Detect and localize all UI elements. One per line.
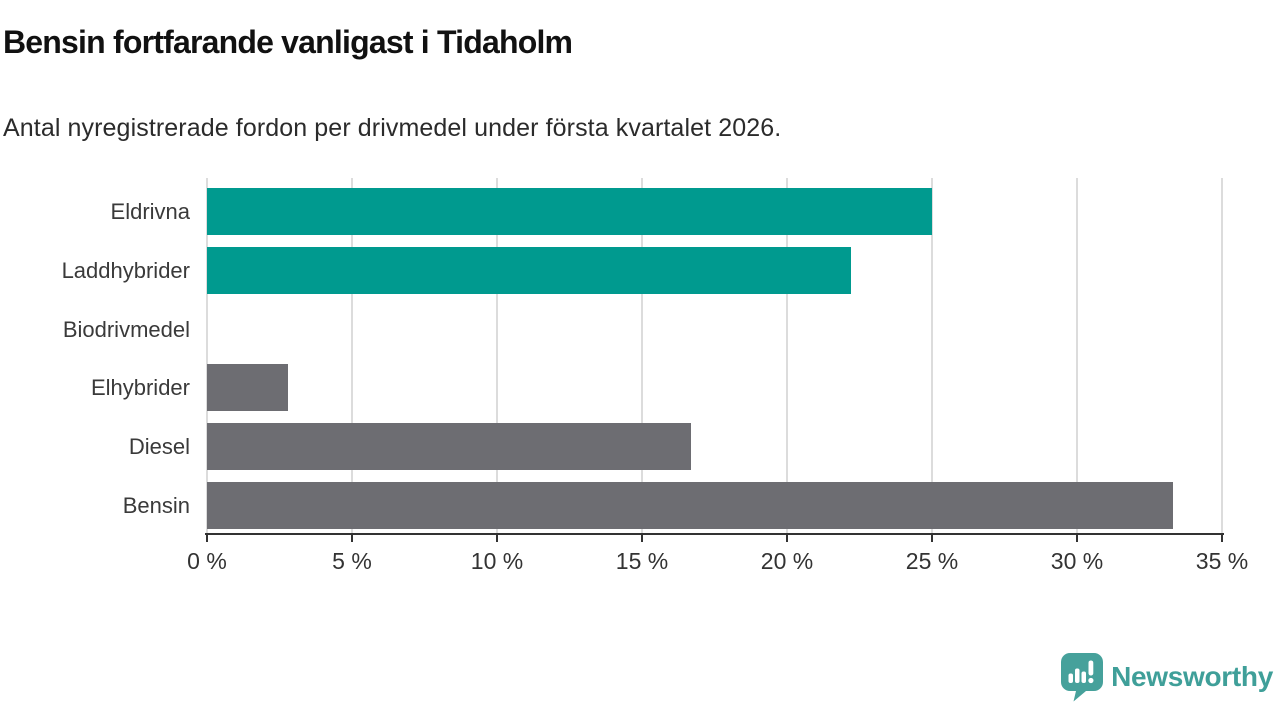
newsworthy-wordmark: Newsworthy	[1111, 661, 1273, 692]
gridline	[206, 178, 208, 533]
x-axis-tick	[496, 533, 498, 542]
x-axis-tick	[931, 533, 933, 542]
x-axis-tick	[351, 533, 353, 542]
newsworthy-logo: Newsworthy	[1060, 652, 1273, 702]
category-label: Laddhybrider	[61, 257, 190, 283]
bar-eldrivna	[207, 188, 932, 235]
x-axis-tick-label: 10 %	[470, 548, 524, 574]
category-label: Bensin	[122, 493, 190, 519]
x-axis-tick-label: 30 %	[1050, 548, 1104, 574]
gridline	[931, 178, 933, 533]
bar-laddhybrider	[207, 246, 851, 294]
x-axis-tick	[206, 533, 208, 542]
x-axis-tick-label: 35 %	[1195, 548, 1249, 574]
x-axis-tick	[641, 533, 643, 542]
x-axis-tick-label: 5 %	[332, 548, 372, 574]
x-axis-tick-label: 25 %	[905, 548, 959, 574]
x-axis-tick	[1076, 533, 1078, 542]
bar-bensin	[207, 482, 1173, 530]
x-axis-tick-label: 0 %	[187, 548, 227, 574]
gridline	[786, 178, 788, 533]
category-label: Diesel	[128, 434, 190, 460]
newsworthy-bar-chart-speech-bubble-icon	[1060, 652, 1104, 702]
category-label: Eldrivna	[110, 199, 190, 224]
gridline	[1221, 178, 1223, 533]
bar-diesel	[207, 423, 692, 471]
x-axis-tick-label: 20 %	[760, 548, 814, 574]
gridline	[351, 178, 353, 533]
x-axis-tick	[786, 533, 788, 542]
x-axis-line	[205, 533, 1224, 535]
chart-title: Bensin fortfarande vanligast i Tidaholm	[3, 24, 573, 60]
gridline	[496, 178, 498, 533]
chart-subtitle: Antal nyregistrerade fordon per drivmede…	[3, 114, 782, 142]
x-axis-tick	[1221, 533, 1223, 542]
gridline	[1076, 178, 1078, 533]
category-label: Biodrivmedel	[62, 316, 190, 342]
gridline	[641, 178, 643, 533]
bar-elhybrider	[207, 364, 289, 412]
x-axis-tick-label: 15 %	[615, 548, 669, 574]
category-label: Elhybrider	[90, 375, 190, 401]
